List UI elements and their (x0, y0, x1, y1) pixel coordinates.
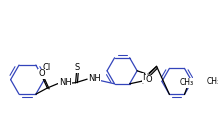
Text: NH: NH (88, 74, 101, 83)
Text: S: S (75, 63, 80, 72)
Text: CH₃: CH₃ (180, 78, 194, 87)
Text: N: N (142, 73, 149, 82)
Text: O: O (145, 75, 152, 84)
Text: O: O (39, 69, 45, 78)
Text: NH: NH (59, 78, 72, 87)
Text: Cl: Cl (42, 63, 50, 72)
Text: CH₃: CH₃ (206, 77, 218, 86)
